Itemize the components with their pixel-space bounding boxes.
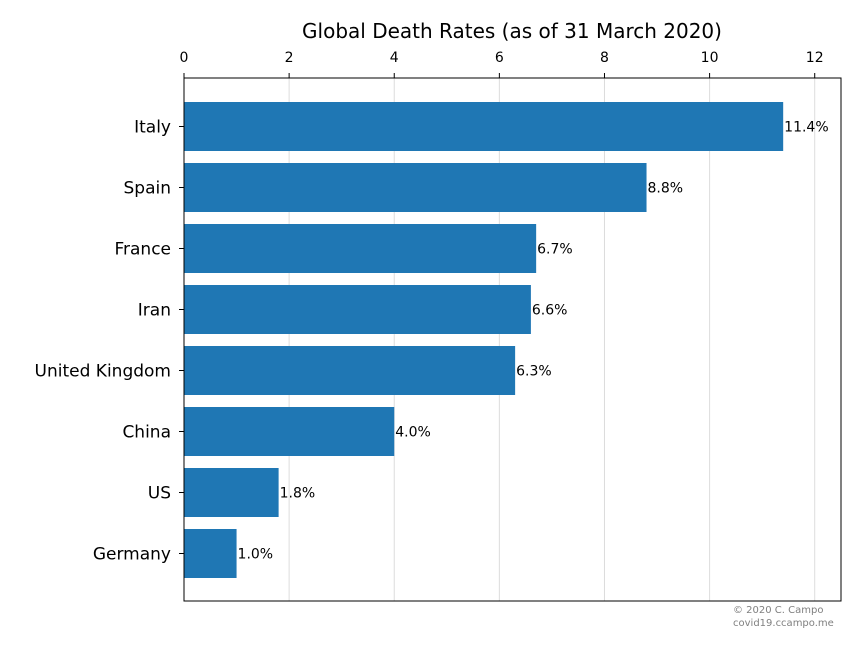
bars [184,102,784,578]
bar [184,529,237,578]
data-labels: 11.4% 8.8% 6.7% 6.6% 6.3% 4.0% 1.8% 1.0% [238,120,829,563]
bar [184,407,395,456]
category-label: China [122,423,171,443]
x-tick-label: 2 [285,50,294,66]
bar [184,102,784,151]
category-label: United Kingdom [35,362,171,382]
x-tick-label: 8 [600,50,609,66]
plot-frame [183,77,842,602]
category-label: Iran [138,301,171,321]
bar [184,468,279,517]
data-label: 6.6% [532,303,568,319]
category-label: US [148,484,171,504]
axes: 0 2 4 6 8 10 12 Italy Spain France Iran United King… [35,50,842,602]
gridlines [288,78,816,601]
data-label: 1.8% [280,486,316,502]
category-label: France [114,240,171,260]
data-label: 8.8% [648,181,684,197]
x-tick-label: 0 [180,50,189,66]
x-tick-label: 4 [390,50,399,66]
bar [184,224,537,273]
data-label: 4.0% [395,425,431,441]
x-tick-label: 12 [806,50,824,66]
category-label: Italy [134,118,171,138]
bar [184,285,531,334]
chart-title: Global Death Rates (as of 31 March 2020) [302,19,722,43]
data-label: 6.3% [516,364,552,380]
x-tick-label: 10 [701,50,719,66]
credit-url: covid19.ccampo.me [733,618,834,629]
x-tick-label: 6 [495,50,504,66]
bar [184,163,647,212]
category-label: Germany [93,545,171,565]
credit-copyright: © 2020 C. Campo [733,605,824,616]
category-label: Spain [124,179,172,199]
data-label: 11.4% [784,120,828,136]
bar [184,346,516,395]
data-label: 1.0% [238,547,274,563]
data-label: 6.7% [537,242,573,258]
